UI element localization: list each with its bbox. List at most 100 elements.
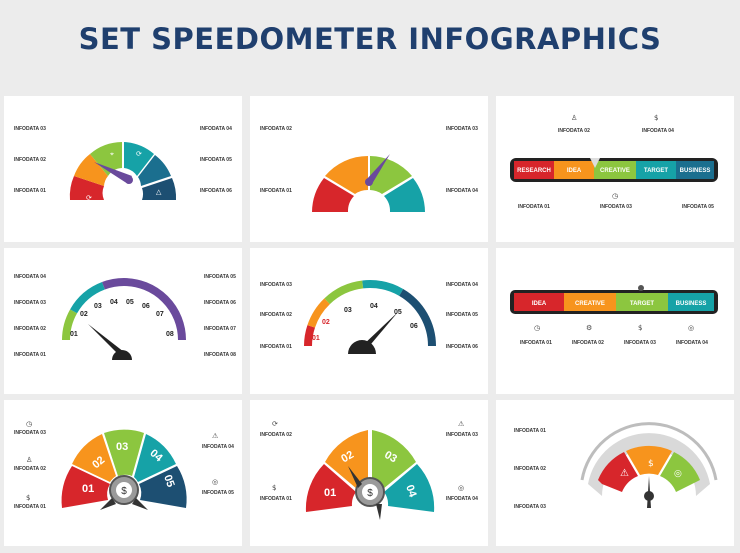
- gauge6-06: 06: [410, 323, 418, 330]
- label-infodata-06: INFODATA 06: [204, 300, 236, 306]
- bar-five-stage: RESEARCH IDEA CREATIVE TARGET BUSINESS: [510, 158, 718, 182]
- panel-7: $ 01 02 03 04 05 ◷ INFODATA 03 ♙ INFODAT…: [4, 400, 242, 546]
- label-infodata-04: INFODATA 04: [446, 188, 478, 194]
- svg-text:⌖: ⌖: [110, 150, 114, 158]
- label-infodata-03: INFODATA 03: [446, 126, 478, 132]
- label-infodata-03: INFODATA 03: [446, 432, 478, 438]
- dollar-icon: $: [648, 459, 654, 469]
- label-infodata-01: INFODATA 01: [14, 188, 46, 194]
- warning-icon: ⚠: [620, 468, 629, 479]
- label-infodata-03: INFODATA 03: [14, 126, 46, 132]
- clock-icon: ◷: [26, 420, 33, 428]
- label-infodata-02: INFODATA 02: [514, 466, 546, 472]
- panel-3: RESEARCH IDEA CREATIVE TARGET BUSINESS ♙…: [496, 96, 734, 242]
- label-infodata-01: INFODATA 01: [14, 352, 46, 358]
- label-infodata-07: INFODATA 07: [204, 326, 236, 332]
- gauge6-05: 05: [394, 309, 402, 316]
- seg5-05: 05: [161, 473, 176, 489]
- label-infodata-06: INFODATA 06: [446, 344, 478, 350]
- panel-2: INFODATA 02 INFODATA 01 INFODATA 03 INFO…: [250, 96, 488, 242]
- label-infodata-05: INFODATA 05: [682, 204, 714, 210]
- bar5-label-1: IDEA: [567, 168, 582, 174]
- label-infodata-01: INFODATA 01: [260, 496, 292, 502]
- seg4-01: 01: [324, 487, 336, 499]
- label-infodata-01: INFODATA 01: [14, 504, 46, 510]
- bar5-label-0: RESEARCH: [517, 168, 551, 174]
- label-infodata-05: INFODATA 05: [446, 312, 478, 318]
- label-infodata-04: INFODATA 04: [14, 274, 46, 280]
- label-infodata-02: INFODATA 02: [558, 128, 590, 134]
- gauge-six-arc: 01 02 03 04 05 06: [304, 280, 436, 354]
- label-infodata-04: INFODATA 04: [200, 126, 232, 132]
- label-infodata-04: INFODATA 04: [446, 282, 478, 288]
- panel-9: ⚠ $ ◎ INFODATA 01 INFODATA 02 INFODATA 0…: [496, 400, 734, 546]
- bar-four-stage: IDEA CREATIVE TARGET BUSINESS: [510, 285, 718, 314]
- gauge8-01: 01: [70, 331, 78, 338]
- panel-8: $ 01 02 03 04 ⟳ INFODATA 02 $ INFODATA 0…: [250, 400, 488, 546]
- person-icon: ♙: [26, 456, 33, 464]
- refresh-icon: ⟳: [272, 420, 278, 428]
- gauge-eight-arc: 01 02 03 04 05 06 07 08: [62, 278, 186, 360]
- label-infodata-03: INFODATA 03: [624, 340, 656, 346]
- label-infodata-02: INFODATA 02: [260, 312, 292, 318]
- gauge8-05: 05: [126, 299, 134, 306]
- gauge8-08: 08: [166, 331, 174, 338]
- label-infodata-03: INFODATA 03: [260, 282, 292, 288]
- gauge8-02: 02: [80, 311, 88, 318]
- label-infodata-02: INFODATA 02: [260, 432, 292, 438]
- bar4-label-3: BUSINESS: [676, 301, 707, 307]
- label-infodata-03: INFODATA 03: [14, 300, 46, 306]
- bar4-label-0: IDEA: [532, 301, 547, 307]
- page-title: SET SPEEDOMETER INFOGRAPHICS: [78, 22, 662, 56]
- panel-1: ⟳ ⌖ ⟳ △ INFODATA 03 INFODATA 02 INFODATA…: [4, 96, 242, 242]
- gauge-five-segment: $ 01 02 03 04 05: [61, 429, 187, 510]
- target-icon: ◎: [688, 324, 695, 332]
- bar5-label-3: TARGET: [644, 168, 669, 174]
- label-infodata-08: INFODATA 08: [204, 352, 236, 358]
- bar5-label-2: CREATIVE: [600, 168, 630, 174]
- dollar-icon: $: [121, 486, 127, 497]
- gear-icon: ⚙: [586, 324, 593, 332]
- label-infodata-03: INFODATA 03: [14, 430, 46, 436]
- gauge-four-segment: [312, 154, 425, 212]
- clock-icon: ◷: [534, 324, 541, 332]
- svg-text:⟳: ⟳: [136, 150, 142, 158]
- seg4-04: 04: [403, 483, 419, 499]
- label-infodata-01: INFODATA 01: [260, 188, 292, 194]
- dollar-icon: $: [272, 484, 277, 492]
- panel-6: IDEA CREATIVE TARGET BUSINESS ◷ ⚙ $ ◎ IN…: [496, 248, 734, 394]
- label-infodata-01: INFODATA 01: [260, 344, 292, 350]
- label-infodata-05: INFODATA 05: [200, 157, 232, 163]
- bar4-label-2: TARGET: [630, 301, 655, 307]
- svg-text:⟳: ⟳: [86, 194, 92, 202]
- gauge8-06: 06: [142, 303, 150, 310]
- gauge-four-quadrant: $ 01 02 03 04: [305, 430, 435, 520]
- seg4-03: 03: [382, 449, 399, 466]
- label-infodata-01: INFODATA 01: [520, 340, 552, 346]
- dollar-icon: $: [654, 114, 659, 122]
- label-infodata-01: INFODATA 01: [518, 204, 550, 210]
- label-infodata-05: INFODATA 05: [204, 274, 236, 280]
- gauge-three-segment: ⚠ $ ◎: [580, 422, 718, 508]
- gauge8-04: 04: [110, 299, 118, 306]
- label-infodata-03: INFODATA 03: [600, 204, 632, 210]
- label-infodata-04: INFODATA 04: [676, 340, 708, 346]
- gauge-six-segment: ⟳ ⌖ ⟳ △: [69, 142, 177, 202]
- seg5-01: 01: [82, 483, 94, 495]
- gauge6-03: 03: [344, 307, 352, 314]
- label-infodata-04: INFODATA 04: [642, 128, 674, 134]
- target-icon: ◎: [458, 484, 465, 492]
- dollar-icon: $: [26, 494, 31, 502]
- dollar-icon: $: [367, 488, 373, 499]
- panel-4: 01 02 03 04 05 06 07 08 INFODATA 04 INFO…: [4, 248, 242, 394]
- bar5-label-4: BUSINESS: [680, 168, 711, 174]
- label-infodata-05: INFODATA 05: [202, 490, 234, 496]
- warning-icon: ⚠: [212, 432, 219, 440]
- label-infodata-02: INFODATA 02: [14, 466, 46, 472]
- target-icon: ◎: [212, 478, 219, 486]
- label-infodata-01: INFODATA 01: [514, 428, 546, 434]
- label-infodata-04: INFODATA 04: [202, 444, 234, 450]
- person-icon: ♙: [571, 114, 578, 122]
- label-infodata-03: INFODATA 03: [514, 504, 546, 510]
- warning-icon: ⚠: [458, 420, 465, 428]
